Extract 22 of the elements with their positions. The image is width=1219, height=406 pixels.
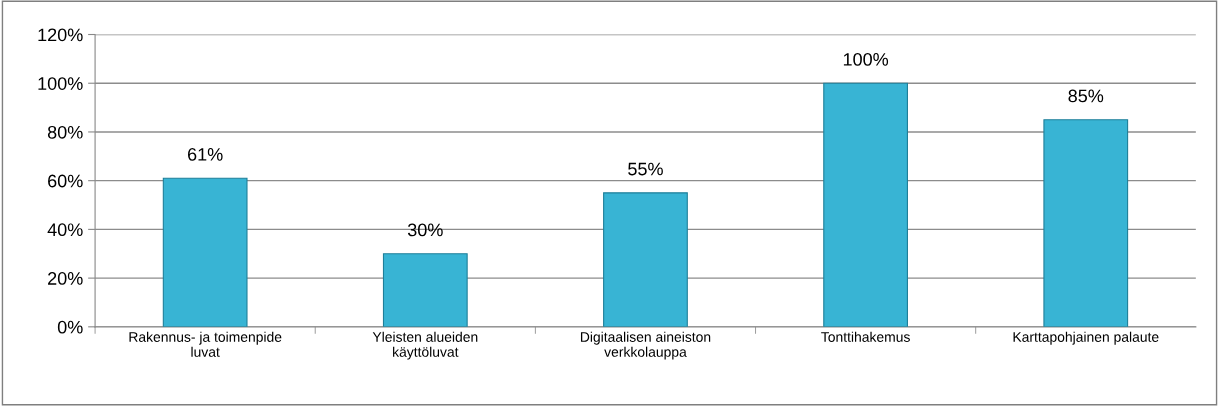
x-tick-label: Tonttihakemus [821, 331, 910, 342]
bar [382, 253, 468, 327]
x-tick-label: Yleisten alueiden käyttöluvat [372, 331, 478, 360]
y-tick-label: 120% [38, 28, 83, 42]
bar [162, 177, 248, 327]
x-tick-label: Digitaalisen aineiston verkkolauppa [580, 331, 711, 360]
data-label: 55% [628, 162, 663, 176]
data-label: 61% [188, 147, 223, 161]
y-tick-label: 80% [47, 125, 83, 139]
bar [603, 192, 688, 327]
x-tick-label: Karttapohjainen palaute [1013, 331, 1159, 345]
y-tick-label: 60% [48, 174, 83, 188]
y-tick-label: 0% [57, 320, 83, 334]
data-label: 85% [1068, 89, 1104, 103]
x-tick-label: Rakennus- ja toimenpide luvat [129, 331, 282, 357]
bar [823, 82, 908, 327]
data-label: 30% [407, 223, 443, 237]
data-label: 100% [843, 52, 889, 66]
y-tick-label: 40% [47, 223, 83, 237]
y-tick-label: 100% [38, 77, 83, 90]
y-tick-label: 20% [48, 272, 83, 285]
bar [1043, 119, 1129, 327]
